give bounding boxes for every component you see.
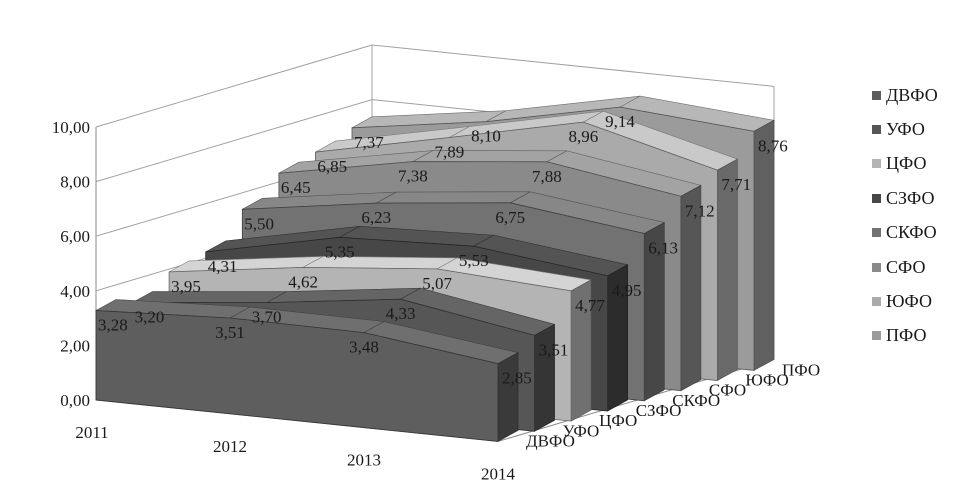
legend-swatch	[872, 331, 881, 341]
x-axis-ticks: 2011 2012 2013 2014	[75, 423, 515, 483]
data-label: 7,37	[354, 133, 384, 152]
y-tick-label: 0,00	[60, 391, 90, 410]
data-label: 5,53	[459, 251, 489, 270]
data-label: 3,51	[215, 323, 245, 342]
legend-label: ЮФО	[886, 291, 932, 312]
legend-item: ЦФО	[872, 147, 970, 181]
y-tick-label: 4,00	[60, 282, 90, 301]
depth-tick-label: ЮФО	[745, 371, 788, 390]
data-label: 3,70	[252, 308, 282, 327]
ribbon-top-face	[376, 191, 531, 204]
data-label: 8,10	[471, 127, 501, 146]
data-label: 4,62	[288, 272, 318, 291]
legend-swatch	[872, 193, 881, 203]
depth-tick-label: ПФО	[782, 360, 820, 379]
data-labels: 7,37 8,10 9,14 8,76 6,85 7,89 8,96 7,71 6,45 7,38…	[98, 112, 788, 388]
legend-swatch	[872, 297, 881, 307]
data-label: 5,50	[244, 214, 274, 233]
legend-label: СЗФО	[886, 187, 935, 208]
depth-tick-label: УФО	[563, 421, 600, 440]
legend-swatch	[872, 125, 881, 135]
legend-label: СФО	[886, 256, 926, 277]
data-label: 7,89	[435, 143, 465, 162]
legend-label: ДВФО	[886, 84, 938, 105]
y-tick-label: 2,00	[60, 336, 90, 355]
legend-swatch	[872, 90, 881, 100]
data-label: 6,23	[361, 208, 391, 227]
legend-label: СКФО	[886, 222, 937, 243]
data-label: 5,07	[422, 274, 452, 293]
data-label: 6,45	[281, 178, 311, 197]
x-tick-label: 2014	[481, 464, 516, 483]
data-label: 3,28	[98, 316, 128, 335]
ribbon-side-face	[497, 352, 519, 442]
x-tick-label: 2013	[347, 451, 381, 470]
data-label: 8,76	[758, 136, 788, 155]
data-label: 7,88	[532, 167, 562, 186]
y-tick-label: 8,00	[60, 173, 90, 192]
y-tick-label: 10,00	[52, 118, 90, 137]
depth-tick-label: СКФО	[672, 391, 720, 410]
data-label: 5,35	[325, 242, 355, 261]
ribbon-front-face	[95, 310, 499, 442]
data-label: 6,85	[317, 157, 347, 176]
data-label: 2,85	[502, 369, 532, 388]
legend-label: ЦФО	[886, 153, 927, 174]
depth-tick-label: СЗФО	[636, 401, 682, 420]
data-label: 3,95	[171, 277, 201, 296]
ribbon-ДВФО	[94, 299, 519, 442]
y-axis-ticks: 0,00 2,00 4,00 6,00 8,00 10,00	[52, 118, 90, 410]
x-tick-label: 2011	[75, 423, 108, 442]
legend-item: УФО	[872, 112, 970, 146]
legend-label: УФО	[886, 119, 925, 140]
data-label: 7,12	[685, 201, 715, 220]
data-label: 3,20	[135, 308, 165, 327]
legend-item: СФО	[872, 250, 970, 284]
x-tick-label: 2012	[213, 437, 247, 456]
depth-tick-label: ДВФО	[526, 431, 575, 450]
legend-item: СКФО	[872, 216, 970, 250]
data-label: 9,14	[605, 112, 635, 131]
data-label: 7,38	[398, 167, 428, 186]
data-label: 4,77	[575, 296, 605, 315]
depth-tick-label: ЦФО	[599, 411, 637, 430]
legend-item: ЮФО	[872, 284, 970, 318]
ribbons	[94, 95, 775, 442]
ribbon-side-face	[753, 119, 775, 371]
legend-swatch	[872, 262, 881, 272]
depth-tick-label: СФО	[709, 381, 746, 400]
legend-swatch	[872, 228, 881, 238]
data-label: 4,31	[208, 257, 238, 276]
chart-legend: ДВФО УФО ЦФО СЗФО СКФО СФО ЮФО ПФО	[872, 78, 970, 353]
y-tick-label: 6,00	[60, 227, 90, 246]
data-label: 7,71	[721, 175, 751, 194]
ribbon-top-face	[132, 291, 287, 303]
legend-item: ДВФО	[872, 78, 970, 112]
data-label: 4,33	[386, 304, 416, 323]
data-label: 4,95	[612, 281, 642, 300]
legend-label: ПФО	[886, 325, 927, 346]
data-label: 8,96	[569, 127, 599, 146]
data-label: 3,48	[349, 338, 379, 357]
legend-item: ПФО	[872, 319, 970, 353]
data-label: 3,51	[539, 340, 569, 359]
data-label: 6,13	[648, 239, 678, 258]
legend-swatch	[872, 159, 881, 169]
data-label: 6,75	[495, 208, 525, 227]
legend-item: СЗФО	[872, 181, 970, 215]
